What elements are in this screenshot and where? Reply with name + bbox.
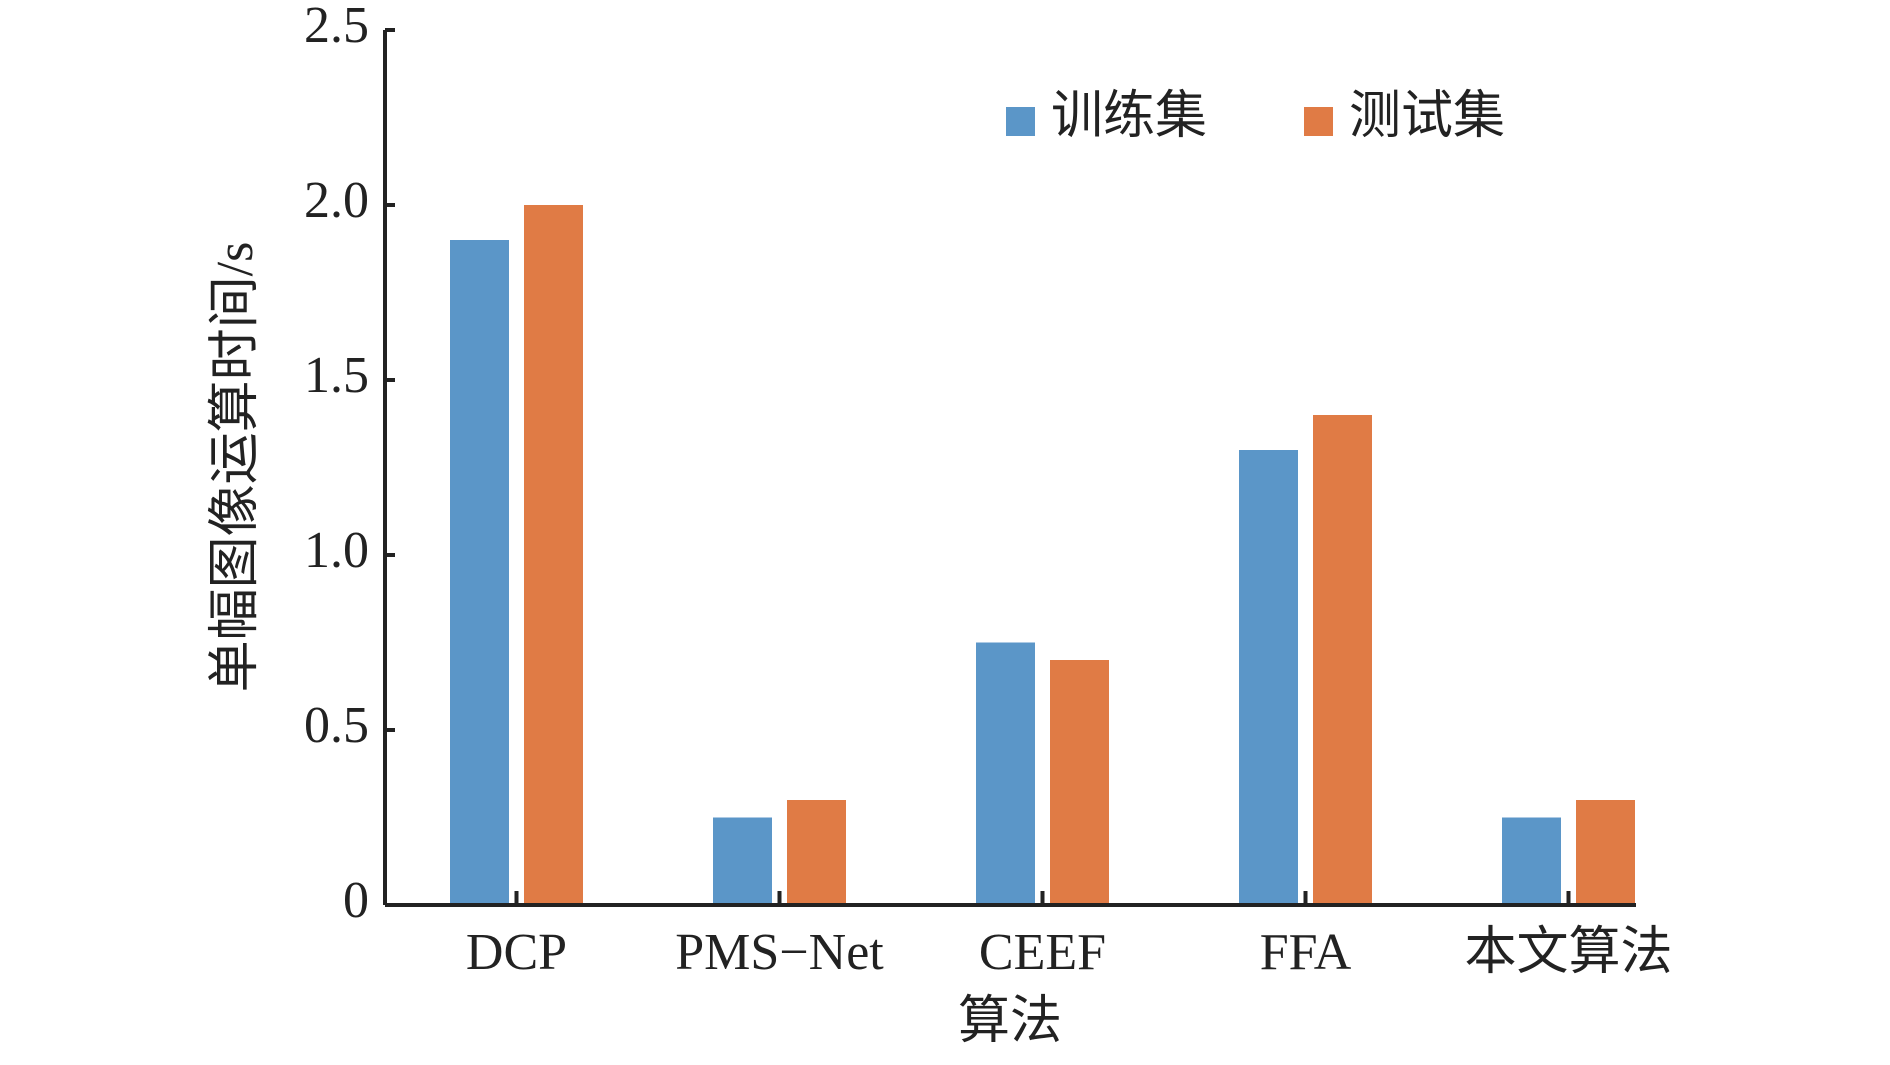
bar xyxy=(713,817,772,905)
bar xyxy=(976,642,1035,905)
y-tick-label: 2.5 xyxy=(304,0,369,54)
y-tick-label: 2.0 xyxy=(304,172,369,229)
x-tick-label: CEEF xyxy=(979,924,1106,981)
y-tick-label: 1.0 xyxy=(304,522,369,579)
bar xyxy=(787,800,846,905)
bar xyxy=(1576,800,1635,905)
legend-swatch xyxy=(1304,107,1333,136)
x-axis-title: 算法 xyxy=(958,993,1062,1050)
x-tick-label: FFA xyxy=(1260,924,1352,981)
x-tick-label: PMS−Net xyxy=(675,924,884,981)
legend-swatch xyxy=(1006,107,1035,136)
bar xyxy=(1239,450,1298,905)
legend-label: 训练集 xyxy=(1051,88,1207,145)
bar xyxy=(1502,817,1561,905)
legend-label: 测试集 xyxy=(1349,88,1505,145)
x-tick-label: 本文算法 xyxy=(1464,924,1672,981)
bar xyxy=(1050,660,1109,905)
bar xyxy=(524,205,583,905)
y-tick-label: 0 xyxy=(343,872,369,929)
x-tick-label: DCP xyxy=(466,924,567,981)
y-axis-title: 单幅图像运算时间/s xyxy=(207,242,264,693)
bar xyxy=(450,240,509,905)
y-tick-label: 1.5 xyxy=(304,347,369,404)
bar xyxy=(1313,415,1372,905)
y-tick-label: 0.5 xyxy=(304,697,369,754)
